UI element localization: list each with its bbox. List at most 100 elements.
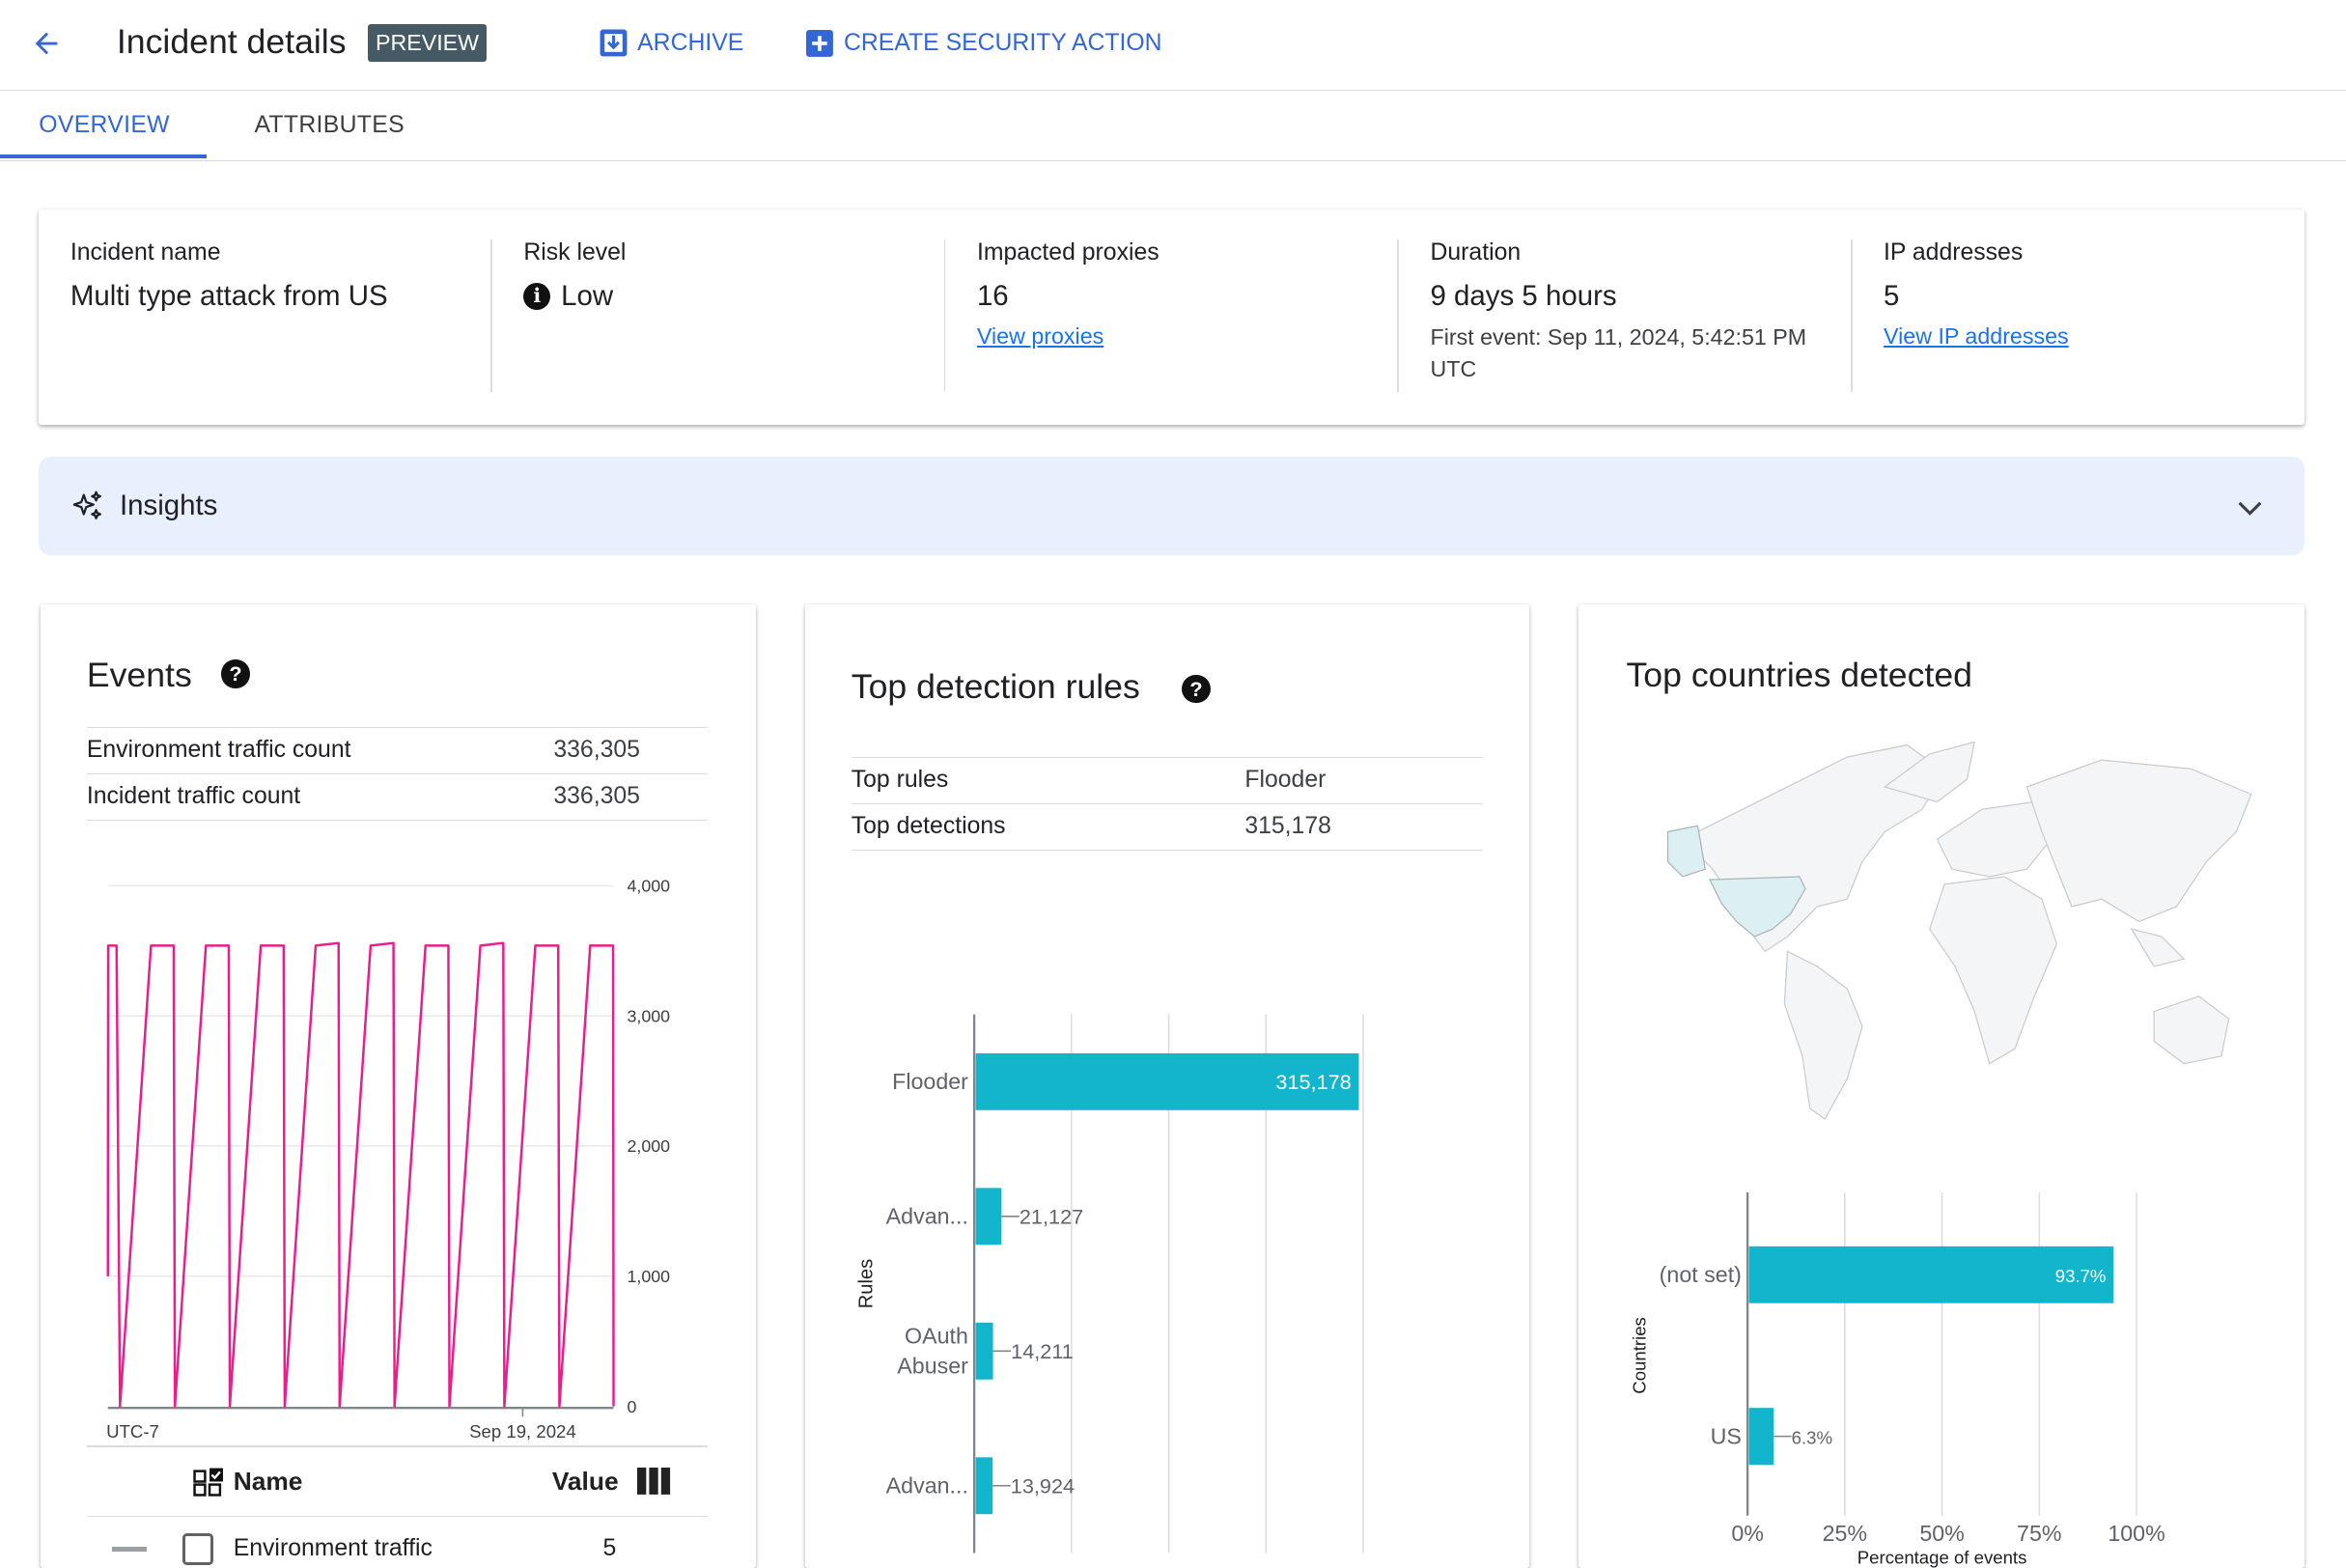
bar xyxy=(975,1457,992,1515)
sparkle-icon xyxy=(73,490,102,519)
y-tick-label: 2,000 xyxy=(627,1136,670,1156)
tab-overview[interactable]: OVERVIEW xyxy=(39,112,170,139)
events-card: Events ? Environment traffic count 336,3… xyxy=(40,604,756,1568)
value-label: 21,127 xyxy=(1019,1205,1083,1229)
first-event-text: First event: Sep 11, 2024, 5:42:51 PM UT… xyxy=(1430,324,1807,381)
category-label: Advan... xyxy=(885,1204,967,1229)
view-proxies-link[interactable]: View proxies xyxy=(976,322,1104,349)
row-label: Environment traffic count xyxy=(86,737,351,764)
x-tick-label: 25% xyxy=(1823,1521,1868,1546)
row-value: 336,305 xyxy=(553,737,640,764)
category-label: Abuser xyxy=(897,1354,968,1379)
x-tick-label: 100% xyxy=(2108,1521,2164,1546)
ip-addresses-label: IP addresses xyxy=(1884,238,2024,266)
ip-addresses-field: IP addresses 5 View IP addresses xyxy=(1884,239,2317,350)
category-label: OAuth xyxy=(905,1324,968,1349)
bar xyxy=(1748,1246,2114,1303)
help-icon[interactable]: ? xyxy=(1182,674,1211,704)
active-tab-indicator xyxy=(0,154,207,159)
add-box-icon xyxy=(806,29,834,57)
tab-attributes[interactable]: ATTRIBUTES xyxy=(254,112,405,139)
row-label: Top detections xyxy=(851,813,1006,840)
ip-addresses-value: 5 xyxy=(1884,279,1900,312)
incident-summary-card: Incident name Multi type attack from US … xyxy=(39,209,2304,426)
value-label: 14,211 xyxy=(1011,1339,1074,1363)
value-label: 13,924 xyxy=(1011,1474,1075,1498)
world-map[interactable] xyxy=(1623,727,2260,1125)
impacted-proxies-field: Impacted proxies 16 View proxies xyxy=(977,239,1410,350)
category-label: Flooder xyxy=(892,1069,968,1094)
row-label: Top rules xyxy=(851,767,949,794)
row-value: Flooder xyxy=(1244,767,1327,794)
back-arrow-icon[interactable] xyxy=(30,27,63,60)
divider xyxy=(943,238,946,392)
us-highlight xyxy=(1709,876,1807,938)
create-security-action-label: CREATE SECURITY ACTION xyxy=(844,29,1162,56)
archive-label: ARCHIVE xyxy=(637,29,744,56)
environment-traffic-row: Environment traffic count 336,305 xyxy=(86,727,708,772)
columns-icon[interactable] xyxy=(637,1468,673,1496)
tab-bar: OVERVIEW ATTRIBUTES xyxy=(0,92,2346,161)
duration-label: Duration xyxy=(1430,238,1522,266)
top-bar: Incident details PREVIEW ARCHIVE CREATE … xyxy=(0,0,2346,91)
rules-bar-chart: Flooder 315,178 Advan... 21,127 OAuth Abuser 1… xyxy=(855,1014,1364,1554)
category-label: (not set) xyxy=(1660,1262,1742,1287)
top-detection-rules-card: Top detection rules ? Top rules Flooder … xyxy=(804,604,1529,1568)
incident-name-value: Multi type attack from US xyxy=(70,279,388,312)
x-tick-label: 0% xyxy=(1731,1521,1764,1546)
insights-panel[interactable]: Insights xyxy=(39,456,2304,555)
insights-label: Insights xyxy=(119,489,218,521)
divider xyxy=(86,1445,708,1447)
top-countries-card: Top countries detected (not set) 93.7% US 6… xyxy=(1578,604,2304,1568)
view-ip-addresses-link[interactable]: View IP addresses xyxy=(1884,322,2069,349)
incident-name-field: Incident name Multi type attack from US xyxy=(70,239,504,313)
countries-bar-chart: (not set) 93.7% US 6.3% 0% 25% 50% 75% 100% Count… xyxy=(1630,1192,2165,1567)
x-tick-label: 50% xyxy=(1919,1521,1965,1546)
name-column-header: Name xyxy=(233,1466,303,1496)
row-label: Incident traffic count xyxy=(86,783,301,810)
top-rules-row: Top rules Flooder xyxy=(851,757,1483,802)
value-label: 315,178 xyxy=(1275,1070,1351,1094)
help-icon[interactable]: ? xyxy=(221,659,250,688)
incident-traffic-row: Incident traffic count 336,305 xyxy=(86,773,708,821)
timezone-label: UTC-7 xyxy=(106,1421,159,1442)
create-security-action-button[interactable]: CREATE SECURITY ACTION xyxy=(806,27,1162,60)
archive-icon xyxy=(600,29,628,57)
bar xyxy=(975,1052,1359,1110)
x-axis-title: Percentage of events xyxy=(1857,1547,2027,1567)
series-checkbox[interactable] xyxy=(182,1533,214,1565)
chevron-down-icon[interactable] xyxy=(2235,492,2265,522)
series-name: Environment traffic xyxy=(233,1534,433,1561)
y-axis-title: Rules xyxy=(855,1259,877,1308)
divider xyxy=(1397,238,1399,392)
alaska-highlight xyxy=(1667,825,1707,878)
divider xyxy=(1850,238,1853,392)
row-value: 336,305 xyxy=(553,783,640,810)
duration-value: 9 days 5 hours xyxy=(1430,279,1617,312)
value-label: 93.7% xyxy=(2055,1266,2107,1286)
select-all-icon[interactable] xyxy=(193,1467,225,1498)
divider xyxy=(86,1515,708,1518)
category-label: Advan... xyxy=(885,1473,967,1498)
y-axis-title: Countries xyxy=(1630,1317,1650,1394)
risk-level-value: Low xyxy=(561,279,614,312)
value-label: 6.3% xyxy=(1792,1427,1832,1447)
y-tick-label: 0 xyxy=(627,1397,636,1416)
risk-level-field: Risk level i Low xyxy=(523,239,957,313)
bar xyxy=(1748,1408,1773,1466)
events-series-line xyxy=(106,941,615,1408)
y-tick-label: 3,000 xyxy=(627,1006,670,1025)
y-tick-label: 4,000 xyxy=(627,877,670,896)
incident-name-label: Incident name xyxy=(70,238,221,266)
series-swatch xyxy=(112,1547,147,1553)
detection-title: Top detection rules xyxy=(851,667,1140,707)
archive-button[interactable]: ARCHIVE xyxy=(599,27,743,60)
info-icon: i xyxy=(523,282,551,310)
x-tick-label: 75% xyxy=(2017,1521,2062,1546)
bar xyxy=(975,1188,1002,1246)
page-title: Incident details xyxy=(116,22,347,62)
preview-badge: PREVIEW xyxy=(368,23,487,62)
value-column-header: Value xyxy=(551,1466,619,1496)
row-value: 315,178 xyxy=(1244,813,1331,840)
